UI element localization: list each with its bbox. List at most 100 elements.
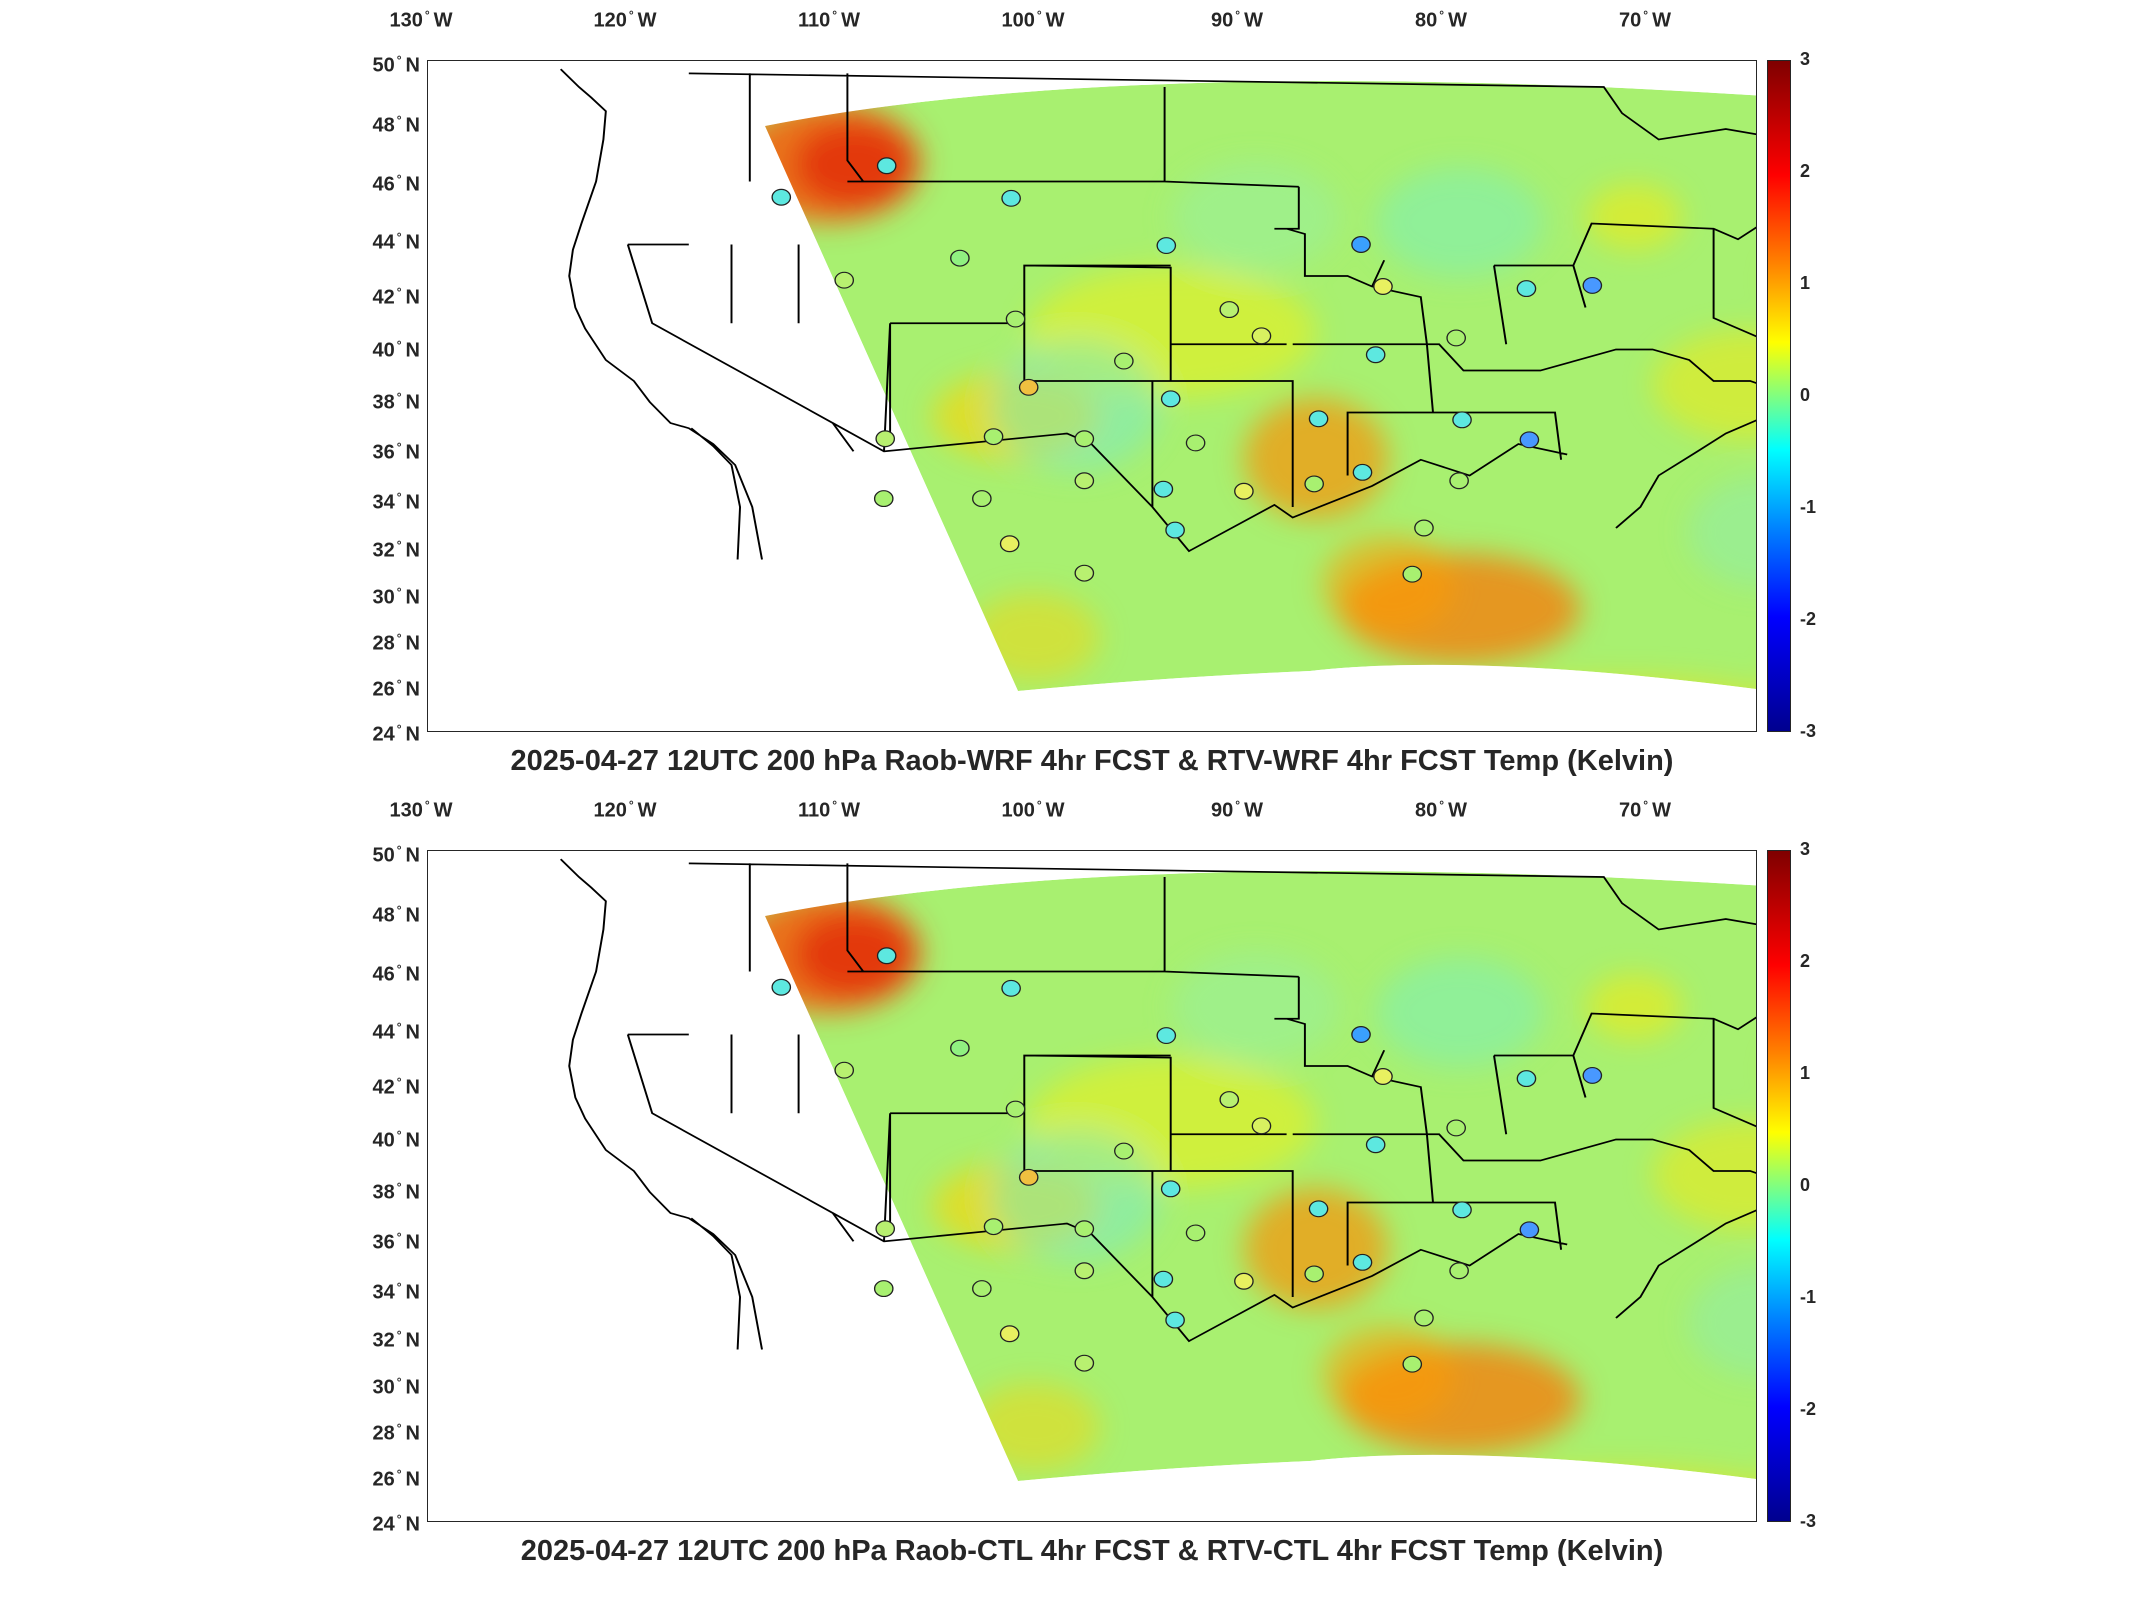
anomaly-region (1652, 330, 1756, 440)
anomaly-region (1496, 715, 1664, 733)
lon-tick: 110 ° W (798, 8, 860, 32)
raob-station-marker (1352, 463, 1373, 481)
raob-station-marker (1234, 482, 1254, 500)
raob-station-marker (999, 1325, 1020, 1343)
lat-tick: 48 ° N (372, 903, 420, 927)
temperature-difference-map (559, 858, 1756, 1523)
lat-tick: 24 ° N (372, 1512, 420, 1536)
raob-station-marker (834, 1061, 855, 1079)
anomaly-region (1172, 952, 1340, 1062)
raob-station-marker (1414, 519, 1434, 537)
boundary-line (626, 72, 1756, 553)
lon-tick: 120 ° W (593, 798, 657, 822)
raob-station-marker (1074, 472, 1095, 490)
lat-tick: 42 ° N (372, 1075, 420, 1099)
anomaly-region (1586, 974, 1682, 1040)
model-domain (765, 871, 1756, 1486)
raob-station-marker (1452, 1201, 1472, 1219)
colorbar-tick: 1 (1800, 1063, 1811, 1083)
colorbar-tick: 0 (1800, 385, 1811, 405)
anomaly-region (1436, 677, 1756, 696)
raob-station-marker (1018, 378, 1039, 396)
anomaly-region (1652, 1120, 1756, 1230)
colorbar-tick: -3 (1800, 721, 1817, 741)
raob-station-marker (873, 490, 894, 508)
raob-station-marker (1219, 301, 1240, 319)
raob-station-marker (1304, 1265, 1324, 1283)
raob-station-marker (999, 535, 1020, 553)
raob-station-marker (1156, 1027, 1177, 1045)
raob-station-marker (1114, 352, 1134, 370)
panel-title: 2025-04-27 12UTC 200 hPa Raob-CTL 4hr FC… (520, 1535, 1664, 1567)
lat-tick: 36 ° N (372, 1230, 420, 1254)
lon-tick: 110 ° W (798, 798, 860, 822)
anomaly-region (968, 1383, 1100, 1471)
raob-station-marker (1160, 390, 1181, 408)
raob-station-marker (972, 490, 992, 508)
raob-station-marker (1001, 979, 1021, 997)
colorbar-tick: 2 (1800, 951, 1811, 971)
lat-tick: 28 ° N (372, 631, 420, 655)
raob-station-marker (1304, 475, 1324, 493)
lat-tick: 30 ° N (372, 1375, 420, 1399)
raob-station-marker (1219, 1091, 1240, 1109)
raob-station-marker (1251, 1117, 1272, 1135)
lon-tick: 80 ° W (1415, 8, 1467, 32)
raob-station-marker (1153, 1270, 1174, 1288)
raob-station-marker (1165, 521, 1185, 539)
colorbar-tick: -2 (1800, 609, 1817, 629)
raob-station-marker (1352, 1253, 1373, 1271)
raob-station-marker (1373, 1068, 1393, 1085)
colorbar-tick: 2 (1800, 161, 1811, 181)
anomaly-region (1322, 535, 1454, 634)
raob-station-marker (1373, 278, 1393, 295)
lat-tick: 28 ° N (372, 1421, 420, 1445)
lon-tick: 130 ° W (389, 798, 453, 822)
lat-tick: 50 ° N (372, 843, 420, 867)
lat-tick: 24 ° N (372, 722, 420, 746)
raob-station-marker (1446, 1119, 1467, 1137)
lon-tick: 70 ° W (1619, 8, 1671, 32)
raob-station-marker (1251, 327, 1272, 345)
raob-station-marker (1516, 1070, 1537, 1088)
raob-station-marker (771, 188, 792, 206)
state-boundaries (559, 858, 1756, 1350)
lat-tick: 44 ° N (372, 230, 420, 254)
lat-tick: 46 ° N (372, 962, 420, 986)
lat-tick: 30 ° N (372, 585, 420, 609)
panel-bottom: 130 ° W 120 ° W 110 ° W 100 ° W 90 ° W 80 ° W 70 ° W 5… (0, 790, 2133, 1580)
raob-station-marker (1005, 310, 1026, 328)
raob-station-marker (1005, 1100, 1026, 1118)
anomaly-region (968, 593, 1100, 681)
raob-station-marker (1234, 1272, 1254, 1290)
lat-tick: 46 ° N (372, 172, 420, 196)
colorbar-tick: -1 (1800, 497, 1817, 517)
anomaly-region (1688, 1267, 1756, 1377)
raob-station-marker (1402, 565, 1423, 583)
raob-station-marker (875, 430, 896, 448)
lat-tick: 40 ° N (372, 1128, 420, 1152)
colorbar-tick: -1 (1800, 1287, 1817, 1307)
colorbar-tick: -3 (1800, 1511, 1817, 1531)
colorbar-tick: -2 (1800, 1399, 1817, 1419)
raob-station-marker (983, 1218, 1004, 1236)
anomaly-region (1244, 398, 1388, 519)
anomaly-region (1688, 477, 1756, 587)
raob-station-marker (950, 249, 970, 267)
raob-station-marker (1414, 1309, 1434, 1327)
lat-tick: 44 ° N (372, 1020, 420, 1044)
raob-station-marker (771, 978, 792, 996)
raob-station-marker (1308, 410, 1329, 428)
raob-station-marker (1446, 329, 1467, 347)
anomaly-region (992, 1130, 1160, 1262)
boundary-line (559, 68, 763, 560)
lon-tick: 90 ° W (1211, 8, 1263, 32)
lon-tick: 120 ° W (593, 8, 657, 32)
raob-station-marker (1449, 1262, 1469, 1280)
raob-stations (771, 947, 1603, 1373)
anomaly-region (1496, 1505, 1664, 1523)
lon-tick: 70 ° W (1619, 798, 1671, 822)
raob-station-marker (1308, 1200, 1329, 1218)
lat-tick: 26 ° N (372, 677, 420, 701)
anomaly-region (1376, 167, 1544, 278)
